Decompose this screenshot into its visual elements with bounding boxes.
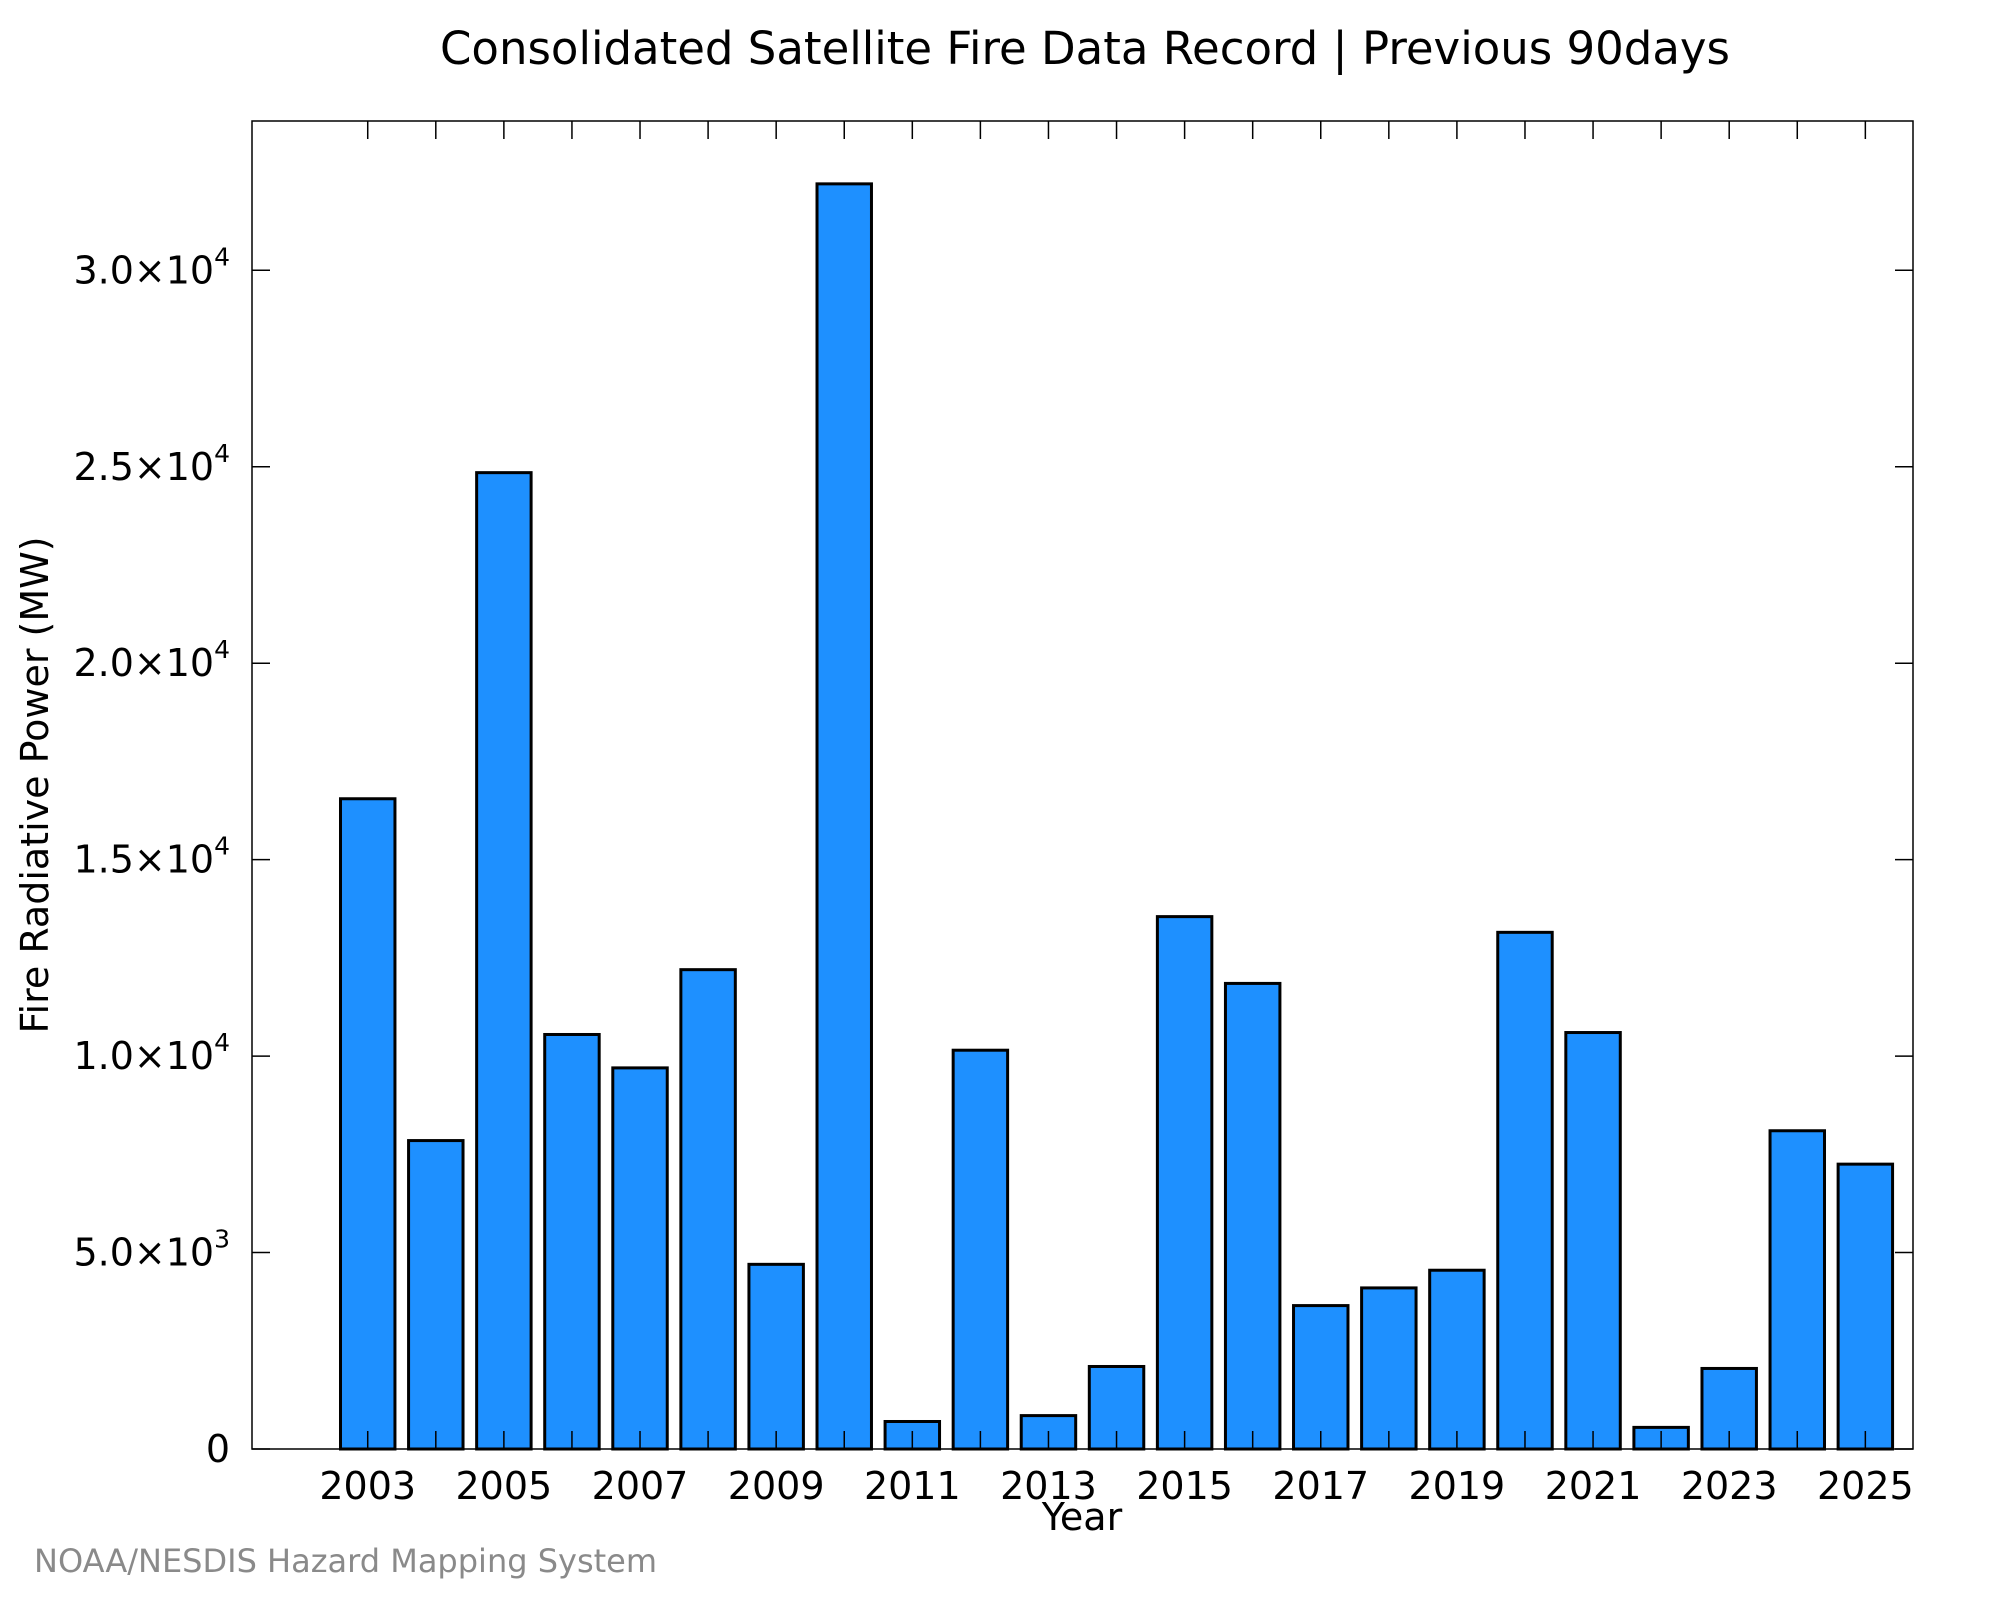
bar-2017	[1292, 1304, 1350, 1451]
y-tick-label: 5.0×103	[73, 1225, 230, 1275]
bar-2019	[1428, 1268, 1486, 1451]
bar-2007	[611, 1066, 669, 1451]
bar-2006	[543, 1032, 601, 1451]
bar-2005	[475, 471, 533, 1451]
bar-2004	[407, 1139, 465, 1451]
bar-2018	[1360, 1286, 1418, 1451]
bar-2010	[815, 182, 873, 1451]
y-axis-label: Fire Radiative Power (MW)	[13, 536, 57, 1033]
y-tick-label: 2.5×104	[73, 439, 230, 489]
x-tick-label: 2005	[456, 1464, 553, 1508]
x-tick-label: 2013	[1000, 1464, 1097, 1508]
x-tick-label: 2023	[1681, 1464, 1778, 1508]
ticks-group: 2003 2005 2007 2009 2011 2013 2015 2017 2019 2021…	[73, 121, 1914, 1508]
bar-2012	[951, 1048, 1010, 1451]
bar-2025	[1836, 1162, 1895, 1451]
bar-2020	[1496, 930, 1554, 1451]
x-tick-label: 2025	[1817, 1464, 1914, 1508]
bars-group	[338, 182, 1895, 1451]
y-tick-label: 2.0×104	[73, 635, 230, 685]
y-tick-label: 3.0×104	[73, 242, 230, 292]
bar-2003	[338, 797, 397, 1451]
chart-title: Consolidated Satellite Fire Data Record …	[440, 22, 1730, 75]
x-tick-label: 2011	[864, 1464, 961, 1508]
x-tick-label: 2017	[1272, 1464, 1369, 1508]
x-tick-label: 2019	[1409, 1464, 1506, 1508]
bar-2008	[679, 968, 737, 1451]
y-tick-label: 1.0×104	[73, 1028, 230, 1078]
bar-2016	[1223, 981, 1282, 1451]
x-tick-label: 2003	[319, 1464, 416, 1508]
x-tick-label: 2021	[1545, 1464, 1642, 1508]
y-tick-label: 1.5×104	[73, 832, 230, 882]
bar-2024	[1768, 1129, 1827, 1451]
bar-2021	[1564, 1031, 1622, 1451]
y-tick-label: 0	[206, 1427, 230, 1471]
bar-2015	[1155, 915, 1214, 1451]
x-tick-label: 2007	[592, 1464, 689, 1508]
plot-area-frame	[251, 120, 1914, 1450]
x-tick-label: 2015	[1136, 1464, 1233, 1508]
x-axis-label: Year	[1041, 1495, 1123, 1539]
bar-2009	[747, 1262, 805, 1451]
x-tick-label: 2009	[728, 1464, 825, 1508]
source-credit: NOAA/NESDIS Hazard Mapping System	[34, 1542, 657, 1580]
